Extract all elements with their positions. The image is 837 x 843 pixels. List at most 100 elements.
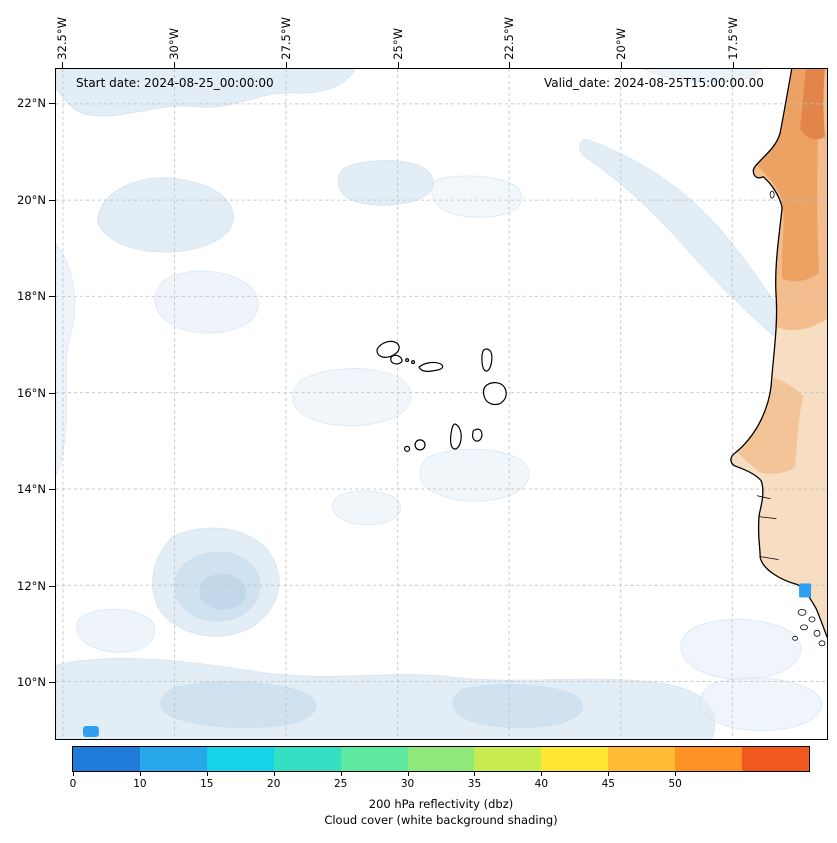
colorbar-tick-mark <box>541 772 543 776</box>
cloud-shading-blob <box>154 270 259 334</box>
reflectivity-cell <box>82 726 99 738</box>
colorbar-segment <box>340 747 408 771</box>
colorbar-label-line1: 200 hPa reflectivity (dbz) <box>368 797 514 811</box>
colorbar <box>72 746 810 772</box>
cloud-shading-blob <box>332 490 401 526</box>
island-outline <box>482 382 507 406</box>
x-tick-label: 22.5°W <box>502 17 517 60</box>
map-canvas <box>56 69 827 739</box>
colorbar-segment <box>608 747 676 771</box>
colorbar-segment <box>139 747 207 771</box>
colorbar-tick-label: 35 <box>467 778 482 790</box>
y-tick-label: 18°N <box>17 289 46 304</box>
colorbar-tick-mark <box>474 772 476 776</box>
y-tick-label: 12°N <box>17 578 46 593</box>
cloud-shading-blob <box>97 177 234 253</box>
island-outline <box>481 348 493 372</box>
cloud-shading-blob <box>579 139 794 340</box>
cape-verde-islands <box>376 340 507 452</box>
island-outline <box>813 629 821 637</box>
island-outline <box>403 445 411 452</box>
colorbar-tick-mark <box>206 772 208 776</box>
island-outline <box>390 354 403 365</box>
colorbar-tick-label: 15 <box>200 778 214 790</box>
island-outline <box>800 624 808 631</box>
reflectivity-marks-layer <box>82 583 812 738</box>
x-tick-label: 20°W <box>614 28 629 60</box>
cloud-shading-blob <box>452 684 584 729</box>
colorbar-tick-label: 10 <box>133 778 147 790</box>
cloud-shading-blob <box>680 619 802 680</box>
coastline-layer <box>376 69 827 647</box>
cloud-shading-blob <box>337 160 434 206</box>
x-tick-label: 17.5°W <box>726 17 741 60</box>
colorbar-tick-mark <box>73 772 74 776</box>
y-tick-label: 10°N <box>17 675 46 690</box>
colorbar-tick-label: 45 <box>601 778 615 790</box>
island-outline <box>769 190 775 199</box>
colorbar-tick-mark <box>273 772 275 776</box>
colorbar-segment <box>474 747 542 771</box>
x-tick-label: 30°W <box>166 28 181 60</box>
island-outline <box>418 361 444 372</box>
cloud-shading-blob <box>699 677 823 731</box>
island-outline <box>376 340 400 358</box>
colorbar-segment <box>675 747 743 771</box>
y-tick-label: 22°N <box>17 95 46 110</box>
island-outline <box>792 635 798 641</box>
colorbar-tick-label: 50 <box>668 778 682 790</box>
x-tick-label: 32.5°W <box>54 17 69 60</box>
colorbar-label-line2: Cloud cover (white background shading) <box>324 813 558 827</box>
x-tick-label: 27.5°W <box>278 17 293 60</box>
colorbar-tick-mark <box>675 772 677 776</box>
y-tick-label: 16°N <box>17 385 46 400</box>
colorbar-segment <box>273 747 341 771</box>
colorbar-tick-label: 0 <box>69 778 77 790</box>
africa-coastline <box>730 69 827 639</box>
colorbar-tick-mark <box>139 772 141 776</box>
start-date-label: Start date: 2024-08-25_00:00:00 <box>76 76 274 90</box>
y-tick-label: 20°N <box>17 192 46 207</box>
y-tick-label: 14°N <box>17 482 46 497</box>
colorbar-tick-label: 20 <box>267 778 281 790</box>
cloud-shading-blob <box>160 681 317 729</box>
island-outline <box>405 358 410 363</box>
cloud-shading-blob <box>76 608 156 653</box>
colorbar-tick-label: 25 <box>333 778 348 790</box>
colorbar-segment <box>407 747 475 771</box>
land-shade-band <box>737 378 804 474</box>
river-estuary-line <box>756 495 771 500</box>
cloud-shading-blob <box>642 69 763 83</box>
x-tick-label: 25°W <box>390 28 405 60</box>
colorbar-segment <box>73 747 140 771</box>
colorbar-segment <box>742 747 809 771</box>
island-outline <box>818 640 826 647</box>
cloud-shading-blob <box>56 657 716 739</box>
cloud-shading-blob <box>431 175 522 218</box>
island-outline <box>411 360 416 365</box>
island-outline <box>808 616 816 623</box>
colorbar-segment <box>206 747 274 771</box>
land-layer <box>730 69 827 637</box>
reflectivity-cell <box>799 583 812 598</box>
colorbar-tick-mark <box>407 772 409 776</box>
colorbar-tick-label: 40 <box>534 778 549 790</box>
colorbar-segment <box>541 747 609 771</box>
colorbar-tick-label: 30 <box>400 778 415 790</box>
river-estuary-line <box>759 556 779 560</box>
river-estuary-line <box>758 516 777 520</box>
gridlines-layer <box>56 69 827 739</box>
cloud-shading-blob <box>56 243 76 476</box>
island-outline <box>797 608 807 616</box>
island-outline <box>414 439 426 451</box>
valid-date-label: Valid_date: 2024-08-25T15:00:00.00 <box>544 76 764 90</box>
bijagos-islands <box>792 608 826 647</box>
cloud-shading-blob <box>419 448 530 502</box>
island-outline <box>450 423 462 450</box>
cloud-shading-blob <box>292 368 412 427</box>
colorbar-tick-mark <box>608 772 610 776</box>
colorbar-tick-mark <box>340 772 342 776</box>
cloud-shading-layer <box>56 69 823 739</box>
cloud-shading-blob <box>199 573 247 610</box>
